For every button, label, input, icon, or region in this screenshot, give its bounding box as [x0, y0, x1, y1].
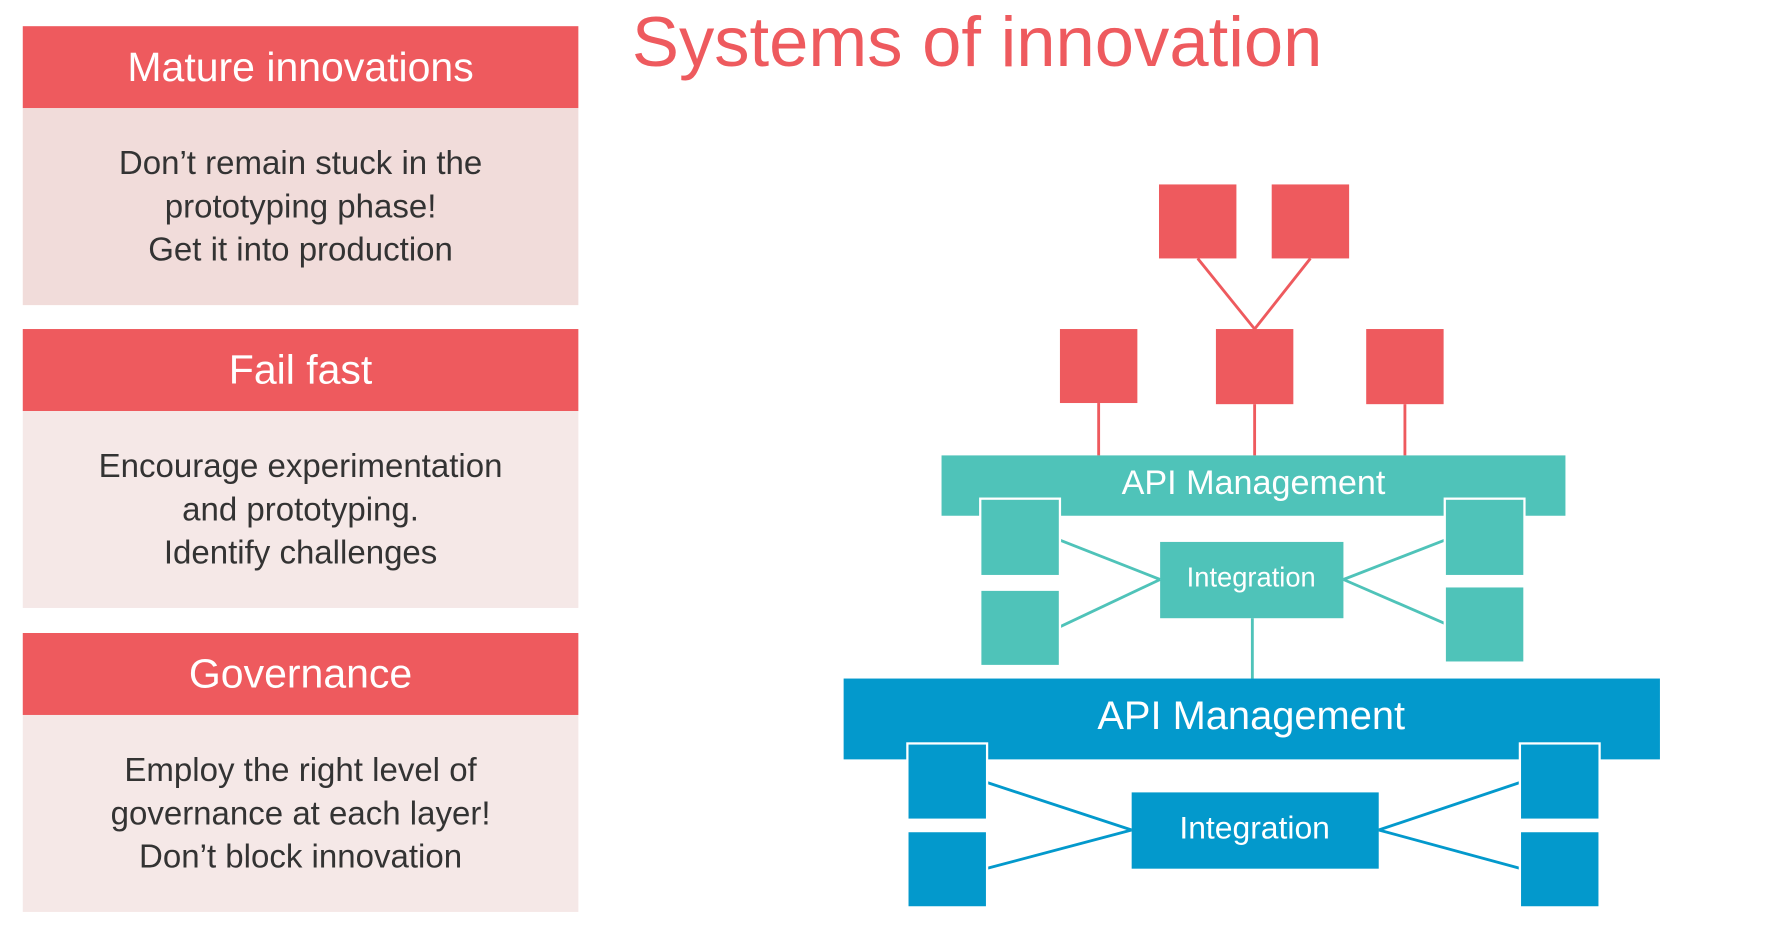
card-body: Employ the right level of governance at … — [22, 714, 579, 912]
card-line: Identify challenges — [163, 534, 438, 571]
card-fail-fast: Fail fast Encourage experimentation and … — [22, 329, 579, 608]
lower-system-nodes — [906, 742, 1601, 909]
system-node — [906, 829, 989, 909]
lower-integration-label: Integration — [1179, 809, 1330, 845]
system-node — [906, 742, 989, 821]
innovation-node — [1215, 329, 1294, 405]
lower-api-management-label: API Management — [1097, 694, 1405, 738]
upper-integration-label: Integration — [1187, 562, 1316, 593]
upper-system-nodes — [979, 497, 1526, 668]
card-line: prototyping phase! — [164, 188, 437, 225]
card-line: Don’t block innovation — [139, 838, 463, 875]
lower-integration-box — [1131, 792, 1379, 869]
lower-integration-connectors — [985, 780, 1522, 871]
card-heading: Governance — [22, 633, 579, 715]
card-heading: Mature innovations — [22, 26, 579, 109]
innovation-node — [1158, 184, 1237, 259]
card-line: and prototyping. — [182, 491, 419, 528]
system-node — [979, 588, 1062, 668]
innovation-nodes — [1059, 184, 1444, 405]
slide-title: Systems of innovation — [631, 3, 1323, 82]
card-body: Encourage experimentation and prototypin… — [22, 410, 579, 608]
card-mature-innovations: Mature innovations Don’t remain stuck in… — [22, 26, 579, 306]
system-node — [1443, 497, 1526, 578]
card-line: Encourage experimentation — [98, 447, 503, 485]
innovation-node — [1366, 329, 1444, 405]
card-body: Don’t remain stuck in the prototyping ph… — [22, 108, 579, 306]
card-line: Employ the right level of — [124, 751, 477, 789]
card-heading: Fail fast — [22, 329, 579, 411]
upper-integration-box — [1160, 541, 1344, 619]
card-line: governance at each layer! — [110, 795, 491, 832]
innovation-node — [1271, 184, 1350, 259]
innovation-connectors — [1097, 257, 1407, 456]
upper-integration-connectors — [1058, 538, 1447, 679]
system-node — [1443, 585, 1526, 664]
innovation-node — [1059, 329, 1138, 404]
card-line: Get it into production — [148, 231, 453, 269]
card-line: Don’t remain stuck in the — [118, 145, 483, 182]
system-node — [1518, 829, 1601, 909]
system-node — [1518, 742, 1601, 821]
system-node — [979, 497, 1062, 578]
card-governance: Governance Employ the right level of gov… — [22, 633, 579, 912]
upper-api-management-label: API Management — [1122, 464, 1386, 502]
